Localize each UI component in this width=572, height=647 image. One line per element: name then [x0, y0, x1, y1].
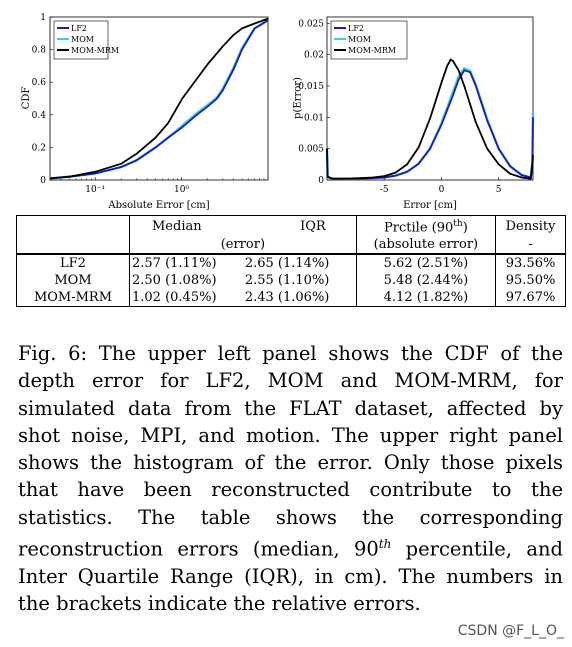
- figure-caption: Fig. 6: The upper left panel shows the C…: [18, 342, 564, 616]
- row-median: 2.50 (1.08%): [128, 272, 243, 290]
- cdf-xtick-label: 10⁰: [174, 185, 189, 195]
- table-row: LF2 2.57 (1.11%) 2.65 (1.14%) 5.62 (2.51…: [16, 253, 566, 273]
- row-prctile: 4.12 (1.82%): [355, 289, 497, 308]
- subheader-density: -: [495, 236, 566, 255]
- hist-ytick-label: 0.01: [304, 113, 324, 123]
- row-prctile: 5.48 (2.44%): [355, 272, 497, 290]
- hist-xtick-label: 5: [496, 185, 502, 195]
- watermark: CSDN @F_L_O_: [457, 623, 564, 639]
- row-density: 97.67%: [495, 289, 566, 308]
- cdf-ylabel: CDF: [21, 87, 32, 110]
- cdf-legend-label: LF2: [71, 24, 87, 33]
- row-method: LF2: [16, 253, 130, 273]
- hist-series-mom-mrm: [326, 58, 534, 180]
- row-prctile: 5.62 (2.51%): [355, 253, 497, 273]
- cdf-ytick-label: 1: [40, 13, 46, 23]
- row-density: 95.50%: [495, 272, 566, 290]
- cdf-ytick-label: 0: [40, 176, 46, 186]
- cdf-ytick-label: 0.4: [32, 111, 47, 121]
- hist-legend: LF2 MOM MOM-MRM: [330, 20, 408, 60]
- cdf-series-mom-mrm: [49, 17, 269, 180]
- header-iqr: IQR: [300, 218, 326, 234]
- row-median: 1.02 (0.45%): [128, 289, 243, 308]
- cdf-legend-label: MOM-MRM: [71, 46, 119, 55]
- cdf-series-lf2: [49, 19, 269, 180]
- hist-series-mom: [325, 66, 535, 180]
- table-row: MOM-MRM 1.02 (0.45%) 2.43 (1.06%) 4.12 (…: [16, 289, 566, 308]
- header-median: Median: [152, 218, 202, 234]
- hist-xtick-label: 0: [439, 185, 445, 195]
- results-table: Median IQR Prctile (90th) Density (error…: [16, 215, 566, 308]
- row-iqr: 2.65 (1.14%): [242, 253, 357, 273]
- row-method: MOM-MRM: [16, 289, 130, 308]
- cdf-xtick-label: 10⁻¹: [85, 185, 105, 195]
- cdf-xlabel: Absolute Error [cm]: [107, 200, 209, 211]
- hist-ytick-label: 0.015: [298, 82, 324, 92]
- cdf-axes-box: [49, 16, 269, 181]
- hist-xtick-label: -5: [380, 185, 389, 195]
- hist-ylabel: p(Error): [292, 77, 303, 119]
- row-median: 2.57 (1.11%): [128, 253, 243, 273]
- header-density: Density: [495, 215, 566, 237]
- hist-series-lf2: [326, 69, 534, 180]
- subheader-error: (error): [129, 236, 357, 255]
- cdf-ytick-label: 0.2: [32, 143, 46, 153]
- hist-ytick-label: 0.02: [304, 51, 324, 61]
- cdf-ytick-label: 0.8: [32, 46, 47, 56]
- hist-ytick-label: 0.025: [298, 19, 324, 29]
- hist-legend-label: MOM: [348, 35, 371, 44]
- cdf-plot: 0 0.2 0.4 0.6 0.8 1 10⁻¹ 10⁰ CDF Absolute Error…: [21, 13, 269, 211]
- histogram-plot: 0 0.005 0.01 0.015 0.02 0.025 -5 0 5 p(Error) Er…: [292, 16, 535, 211]
- header-median-iqr: Median IQR: [129, 215, 357, 237]
- hist-axes-box: [326, 16, 534, 181]
- row-iqr: 2.43 (1.06%): [242, 289, 357, 308]
- cdf-legend: LF2 MOM MOM-MRM: [53, 20, 119, 60]
- row-method: MOM: [16, 272, 130, 290]
- table-header-row: Median IQR Prctile (90th) Density: [16, 215, 566, 255]
- header-empty-cell: [16, 215, 130, 255]
- hist-ytick-label: 0: [318, 176, 324, 186]
- subheader-abs-error: (absolute error): [355, 236, 497, 255]
- cdf-ytick-label: 0.6: [32, 78, 47, 88]
- row-iqr: 2.55 (1.10%): [242, 272, 357, 290]
- hist-xlabel: Error [cm]: [403, 200, 457, 211]
- hist-ytick-label: 0.005: [298, 145, 324, 155]
- hist-legend-label: MOM-MRM: [348, 46, 396, 55]
- cdf-legend-label: MOM: [71, 35, 94, 44]
- row-density: 93.56%: [495, 253, 566, 273]
- table-row: MOM 2.50 (1.08%) 2.55 (1.10%) 5.48 (2.44…: [16, 272, 566, 290]
- header-prctile: Prctile (90th): [355, 215, 497, 237]
- hist-legend-label: LF2: [348, 24, 364, 33]
